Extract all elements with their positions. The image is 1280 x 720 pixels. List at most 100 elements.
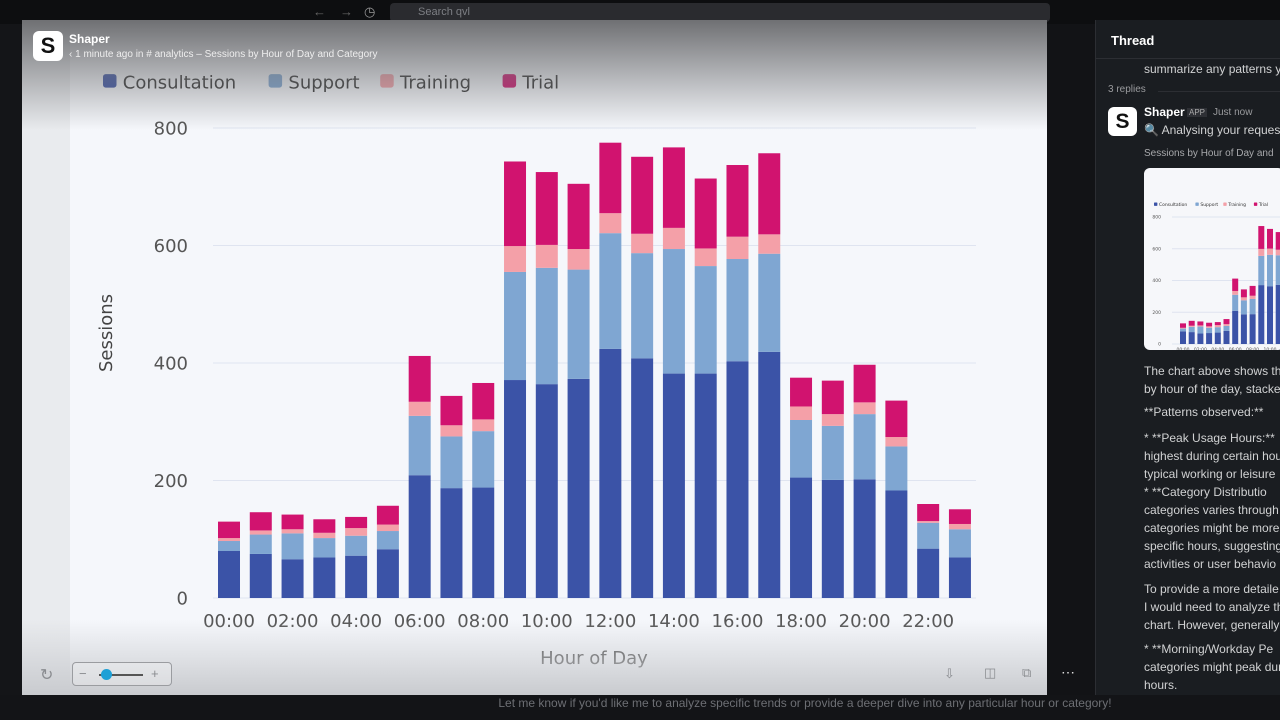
split-view-icon[interactable]: ◫ xyxy=(984,665,997,680)
legend-label: Training xyxy=(1227,202,1246,208)
bar-segment-training xyxy=(249,530,272,535)
y-tick-label: 0 xyxy=(1158,342,1161,348)
bar-segment-support xyxy=(885,446,908,491)
legend-swatch-training xyxy=(1223,202,1227,206)
bar-segment-trial xyxy=(599,142,622,214)
timestamp: Just now xyxy=(1213,107,1253,118)
bar-segment-trial xyxy=(694,178,717,249)
bar-segment-trial xyxy=(790,377,813,407)
viewer-footer-shade xyxy=(22,620,1047,695)
bar-segment-consultation xyxy=(885,490,908,598)
bar-segment-support xyxy=(1214,327,1221,333)
bar-segment-trial xyxy=(631,156,654,234)
bar-segment-consultation xyxy=(1188,332,1195,344)
bar-segment-consultation xyxy=(1197,333,1204,344)
bar-segment-trial xyxy=(440,395,463,426)
bar-segment-training xyxy=(1180,327,1186,329)
bar-segment-consultation xyxy=(662,373,685,598)
bar-segment-training xyxy=(376,524,399,532)
bar-segment-training xyxy=(885,437,908,447)
bar-segment-support xyxy=(408,415,431,476)
bar-segment-trial xyxy=(1223,319,1230,325)
legend-label: Consultation xyxy=(1159,202,1187,208)
bar-segment-training xyxy=(504,246,527,272)
message-line: highest during certain hou xyxy=(1144,449,1280,463)
legend-label: Support xyxy=(1200,202,1218,208)
bar-segment-trial xyxy=(821,380,844,415)
bar-segment-support xyxy=(567,269,590,379)
more-options-icon[interactable]: ⋯ xyxy=(1061,664,1075,680)
bar-segment-support xyxy=(1223,325,1230,331)
bar-segment-training xyxy=(313,532,336,539)
message-line: * **Category Distributio xyxy=(1144,485,1267,499)
bar-segment-consultation xyxy=(249,553,272,598)
forward-icon[interactable]: → xyxy=(340,4,353,19)
bar-segment-training xyxy=(472,419,495,432)
zoom-handle[interactable] xyxy=(100,669,112,680)
bar-segment-training xyxy=(440,425,463,437)
bar-segment-consultation xyxy=(1232,310,1239,344)
legend-swatch-trial xyxy=(1253,202,1258,206)
status-text: 🔍 Analysing your reques xyxy=(1144,123,1280,137)
message-line: To provide a more detaile xyxy=(1144,582,1279,596)
copy-icon[interactable]: ⧉ xyxy=(1022,665,1032,680)
message-line: by hour of the day, stacke xyxy=(1144,382,1280,396)
bar-segment-training xyxy=(408,401,431,416)
x-tick-label: 10:00 xyxy=(1264,347,1277,350)
bar-segment-training xyxy=(662,227,685,250)
rotate-icon[interactable]: ↻ xyxy=(40,667,54,684)
shaper-avatar[interactable]: S xyxy=(1108,107,1137,136)
bar-segment-support xyxy=(218,541,240,551)
chart-thumbnail[interactable]: 0 200 400 600 800 00:00 02:00 04:00 06:00 08:00 10… xyxy=(1144,168,1280,350)
message-line: categories might be more xyxy=(1144,521,1280,535)
bar-segment-trial xyxy=(1232,278,1239,291)
bar-segment-trial xyxy=(313,519,336,533)
bar-segment-consultation xyxy=(313,557,336,598)
y-tick-label: 200 xyxy=(1152,310,1161,316)
bar-segment-support xyxy=(662,249,685,374)
bar-segment-consultation xyxy=(694,373,717,598)
bar-segment-support xyxy=(1258,255,1265,286)
download-icon[interactable]: ⇩ xyxy=(944,666,955,681)
bar-segment-consultation xyxy=(1206,333,1213,344)
bar-segment-training xyxy=(1197,325,1204,327)
message-line: categories might peak dur xyxy=(1144,660,1280,674)
bar-segment-training xyxy=(853,402,876,415)
search-input[interactable]: Search qvl xyxy=(390,3,1050,22)
bar-segment-consultation xyxy=(821,479,844,598)
bar-segment-support xyxy=(726,259,749,362)
zoom-in-icon[interactable]: + xyxy=(151,666,159,681)
bar-segment-training xyxy=(567,249,590,270)
y-tick-label: 0 xyxy=(177,588,188,609)
bar-segment-consultation xyxy=(853,479,876,598)
x-tick-label: 06:00 xyxy=(1229,347,1242,350)
history-icon[interactable]: ◷ xyxy=(364,4,376,19)
bar-segment-consultation xyxy=(1214,332,1221,344)
bar-segment-training xyxy=(948,523,971,530)
back-icon[interactable]: ← xyxy=(313,4,326,19)
bar-segment-trial xyxy=(758,153,781,235)
shaper-logo: S xyxy=(33,31,63,61)
bar-segment-consultation xyxy=(567,378,590,598)
x-tick-label: 04:00 xyxy=(1211,347,1224,350)
legend-swatch-consultation xyxy=(1154,202,1158,206)
bar-segment-training xyxy=(1206,326,1213,328)
sender-name[interactable]: Shaper xyxy=(69,32,110,46)
search-placeholder: Search qvl xyxy=(418,6,470,18)
bar-segment-training xyxy=(599,213,622,234)
message-line: specific hours, suggesting xyxy=(1144,539,1280,553)
bar-segment-training xyxy=(218,538,240,542)
bar-segment-consultation xyxy=(758,351,781,598)
bar-segment-consultation xyxy=(1249,314,1256,344)
bar-segment-trial xyxy=(1188,320,1195,326)
message-line: typical working or leisure xyxy=(1144,467,1276,481)
bar-segment-training xyxy=(1232,290,1239,295)
bar-segment-training xyxy=(1188,325,1195,327)
sender-name[interactable]: Shaper xyxy=(1144,105,1185,119)
zoom-slider[interactable]: − + xyxy=(72,662,172,686)
divider xyxy=(1096,58,1280,59)
zoom-out-icon[interactable]: − xyxy=(79,666,87,681)
bar-segment-consultation xyxy=(408,475,431,598)
bar-segment-consultation xyxy=(948,557,971,598)
bar-segment-trial xyxy=(504,161,527,247)
